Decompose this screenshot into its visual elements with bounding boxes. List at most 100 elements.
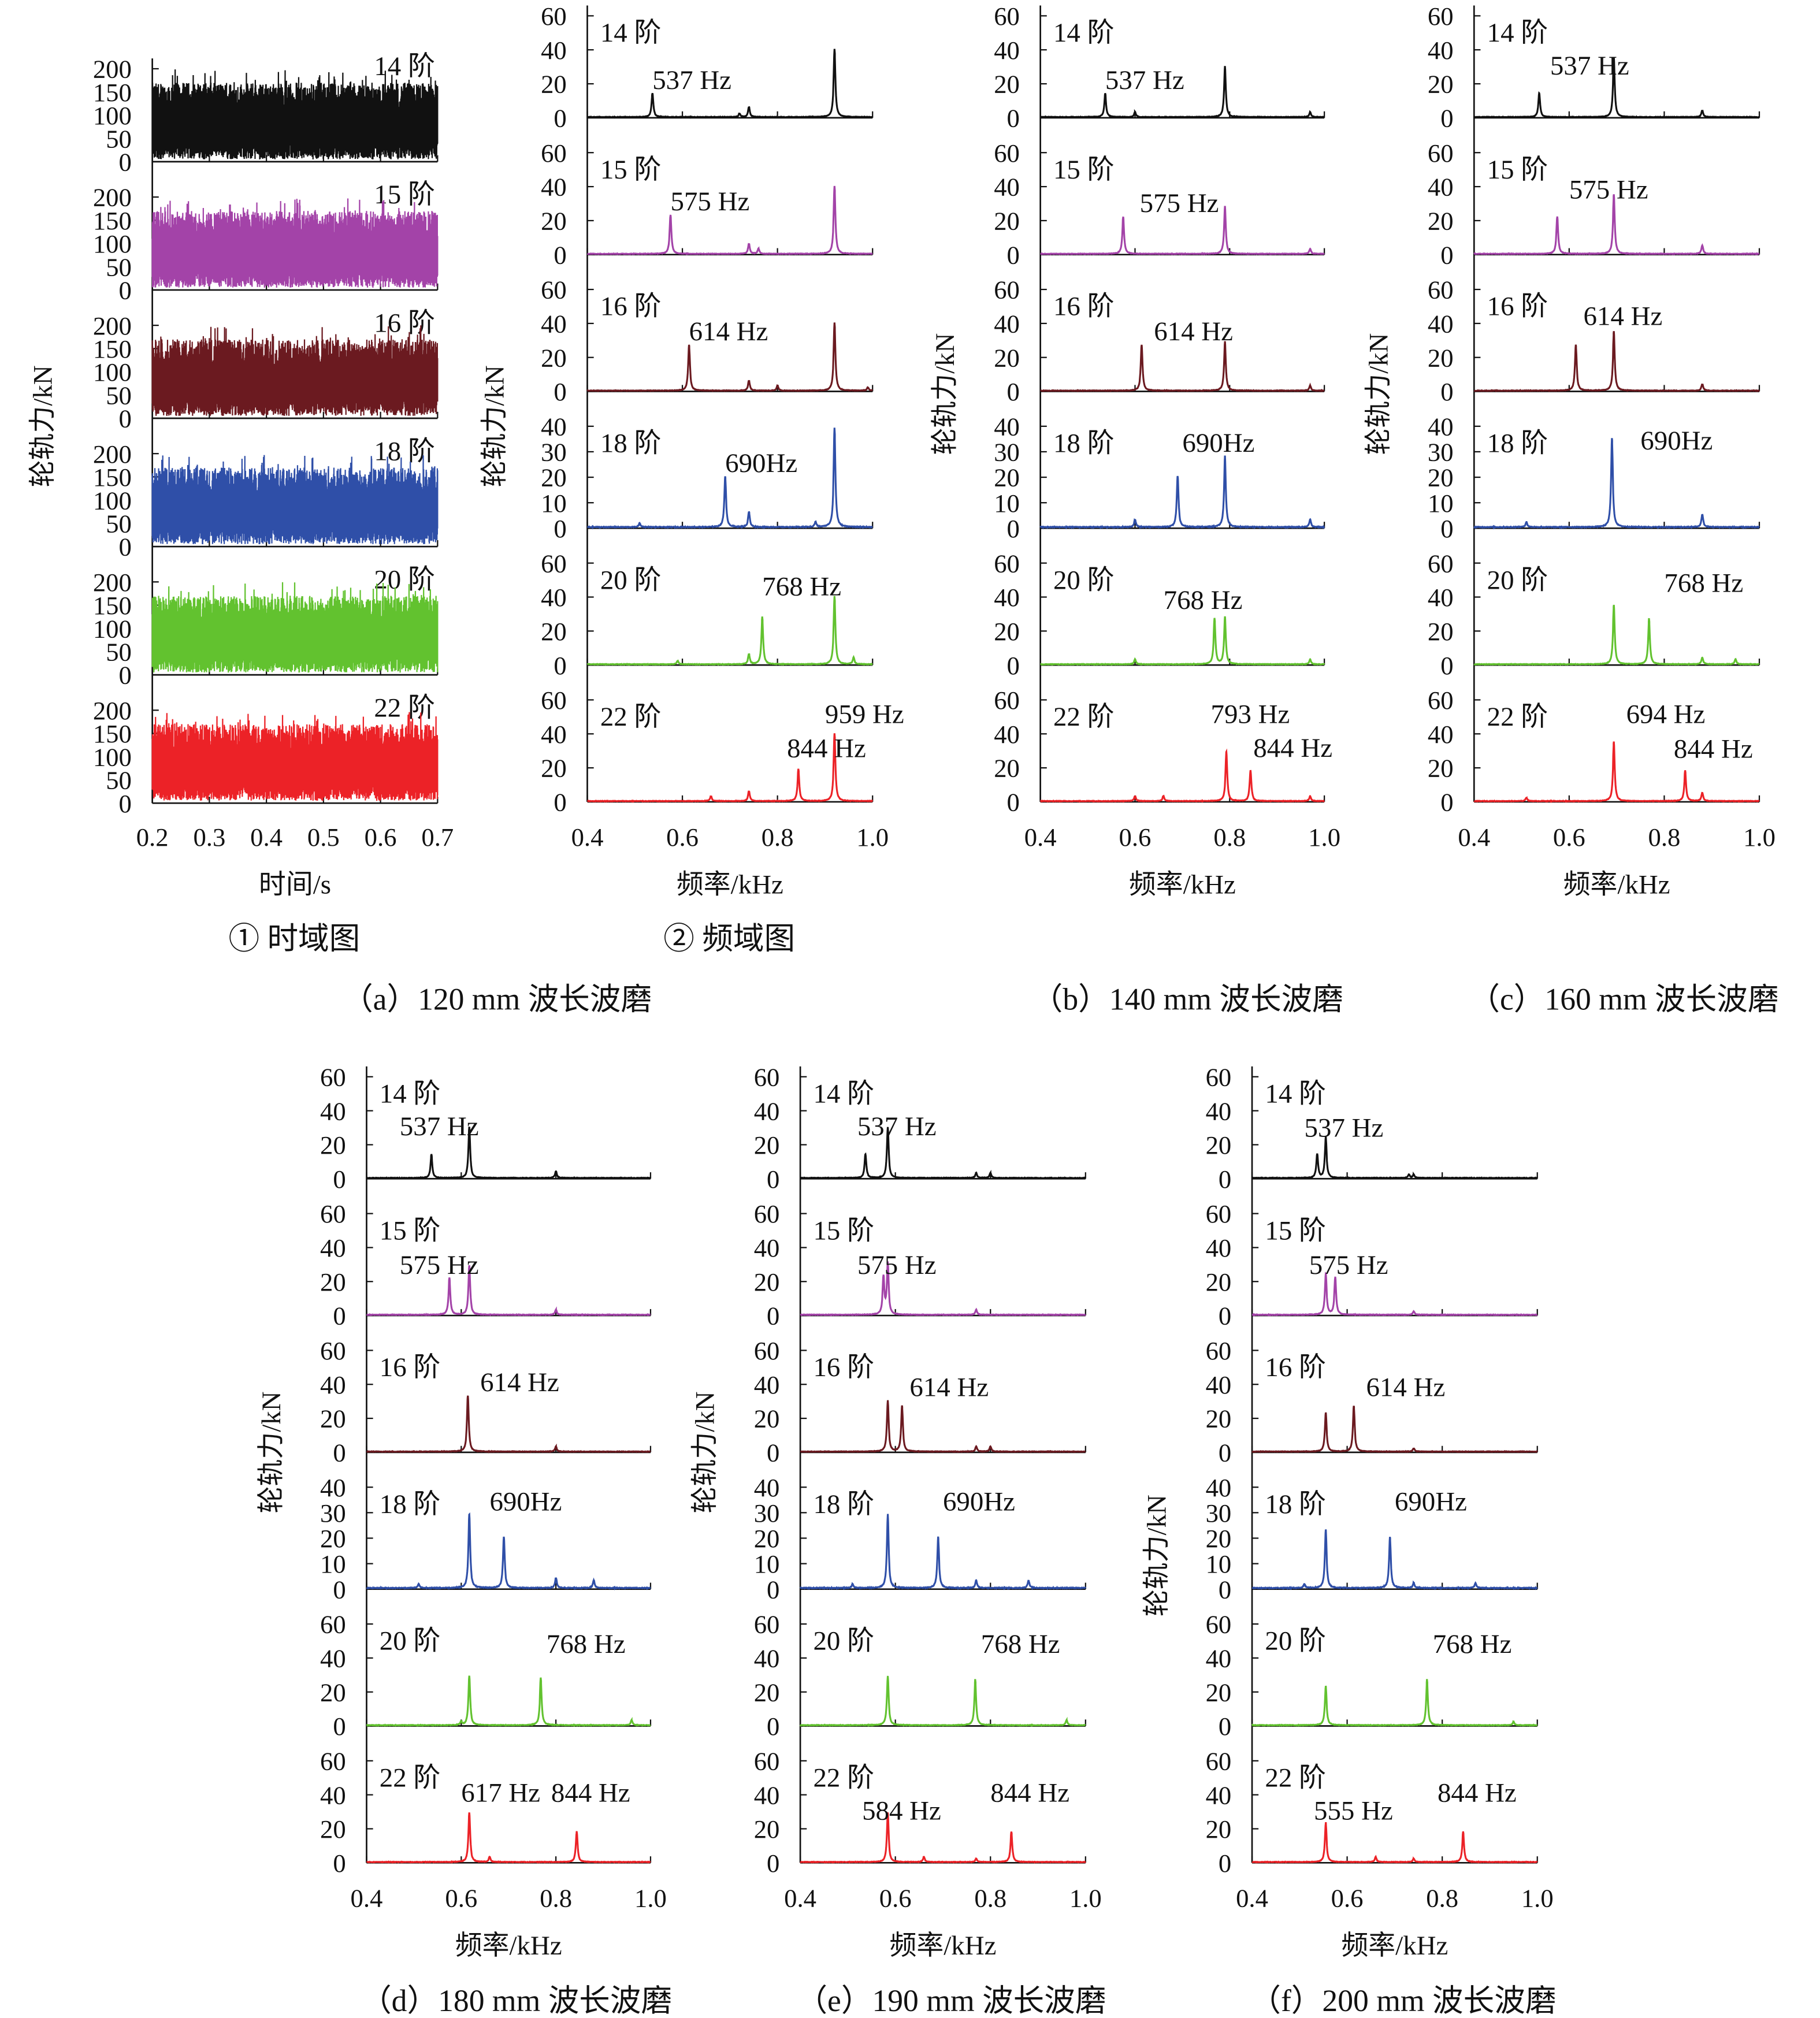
y-tick-label: 40 <box>994 412 1020 441</box>
panel-caption: ① 时域图 <box>228 921 360 956</box>
y-tick-label: 30 <box>1428 438 1454 467</box>
peak-label: 614 Hz <box>1154 317 1233 347</box>
peak-label: 690Hz <box>943 1486 1015 1517</box>
subplot-15阶: 0 20 40 60 15 阶 575 Hz <box>541 139 874 269</box>
peak-label: 537 Hz <box>1305 1113 1384 1143</box>
panel-caption: （e）190 mm 波长波磨 <box>796 1983 1106 2018</box>
time-signal-line <box>151 198 439 288</box>
order-label: 16 阶 <box>374 308 435 338</box>
order-label: 14 阶 <box>1053 18 1115 48</box>
y-axis-label: 轮轨力/kN <box>257 1391 287 1513</box>
y-tick-label: 20 <box>994 463 1020 492</box>
peak-label: 690Hz <box>1395 1486 1467 1517</box>
order-label: 18 阶 <box>600 429 662 459</box>
y-tick-label: 0 <box>1219 1439 1231 1467</box>
y-tick-label: 20 <box>541 207 567 236</box>
y-tick-label: 200 <box>93 440 132 469</box>
y-tick-label: 20 <box>994 754 1020 783</box>
spectrum-line <box>366 1675 651 1727</box>
y-tick-label: 100 <box>93 742 132 771</box>
y-tick-label: 20 <box>320 1131 346 1159</box>
y-tick-label: 150 <box>93 719 132 748</box>
y-tick-label: 60 <box>320 1336 346 1365</box>
y-axis-label: 轮轨力/kN <box>28 365 58 487</box>
peak-label: 575 Hz <box>400 1250 479 1280</box>
order-label: 20 阶 <box>1487 565 1548 595</box>
order-label: 14 阶 <box>380 1079 441 1109</box>
x-tick-label: 0.4 <box>571 823 604 852</box>
peak-label: 614 Hz <box>480 1367 559 1398</box>
y-tick-label: 20 <box>541 70 567 99</box>
spectrum-line <box>1251 1406 1538 1454</box>
y-tick-label: 0 <box>554 104 566 133</box>
peak-label: 575 Hz <box>670 187 749 217</box>
y-tick-label: 0 <box>333 1439 346 1467</box>
x-tick-label: 0.4 <box>250 823 283 852</box>
spectrum-line <box>1040 616 1325 666</box>
peak-label: 844 Hz <box>1674 734 1753 764</box>
y-axis-label: 轮轨力/kN <box>690 1391 720 1513</box>
order-label: 15 阶 <box>813 1216 874 1246</box>
y-tick-label: 0 <box>1219 1575 1231 1604</box>
peak-label: 617 Hz <box>461 1778 540 1808</box>
y-tick-label: 40 <box>541 412 567 441</box>
order-label: 14 阶 <box>1487 18 1548 48</box>
order-label: 18 阶 <box>1487 429 1548 459</box>
y-tick-label: 0 <box>1440 514 1453 543</box>
y-tick-label: 100 <box>93 101 132 130</box>
y-axis-label: 轮轨力/kN <box>930 333 960 455</box>
y-tick-label: 40 <box>1206 1233 1232 1262</box>
x-tick-label: 0.8 <box>1213 823 1246 852</box>
y-tick-label: 0 <box>333 1165 346 1194</box>
spectrum-line <box>366 1512 651 1590</box>
peak-label: 959 Hz <box>825 700 904 730</box>
y-tick-label: 40 <box>320 1473 346 1502</box>
y-tick-label: 60 <box>994 139 1020 168</box>
y-tick-label: 20 <box>541 463 567 492</box>
y-tick-label: 60 <box>320 1610 346 1639</box>
spectrum-line <box>1039 455 1325 530</box>
y-tick-label: 60 <box>1206 1610 1232 1639</box>
y-tick-label: 30 <box>1206 1499 1232 1528</box>
y-tick-label: 40 <box>320 1370 346 1399</box>
x-axis-label: 频率/kHz <box>1341 1931 1448 1961</box>
y-tick-label: 30 <box>994 438 1020 467</box>
peak-label: 537 Hz <box>1550 51 1629 81</box>
y-tick-label: 60 <box>541 276 567 304</box>
peak-label: 768 Hz <box>981 1629 1060 1659</box>
order-label: 14 阶 <box>374 51 435 81</box>
spectrum-line <box>799 1675 1086 1727</box>
panel-caption: （b）140 mm 波长波磨 <box>1032 982 1343 1017</box>
y-tick-label: 20 <box>1428 617 1454 646</box>
y-tick-label: 20 <box>754 1524 780 1553</box>
y-tick-label: 0 <box>554 788 566 817</box>
x-tick-label: 0.3 <box>193 823 225 852</box>
y-tick-label: 0 <box>119 404 132 433</box>
order-label: 22 阶 <box>600 702 662 732</box>
y-tick-label: 40 <box>754 1473 780 1502</box>
subplot-20阶: 0 20 40 60 20 阶 768 Hz <box>541 549 874 680</box>
y-tick-label: 60 <box>754 1336 780 1365</box>
y-tick-label: 150 <box>93 463 132 492</box>
y-tick-label: 200 <box>93 311 132 340</box>
x-tick-label: 1.0 <box>1308 823 1340 852</box>
y-axis-label: 轮轨力/kN <box>1364 333 1394 455</box>
panel-a-freq: 0 20 40 60 14 阶 537 Hz 0 20 40 60 15 阶 575 Hz 0 20 40 6… <box>480 2 904 956</box>
x-tick-label: 0.5 <box>307 823 340 852</box>
y-tick-label: 100 <box>93 486 132 515</box>
order-label: 18 阶 <box>380 1489 441 1519</box>
spectrum-line <box>800 1812 1086 1864</box>
spectrum-line <box>1040 206 1325 256</box>
y-tick-label: 200 <box>93 696 132 725</box>
time-signal-line <box>151 455 439 545</box>
